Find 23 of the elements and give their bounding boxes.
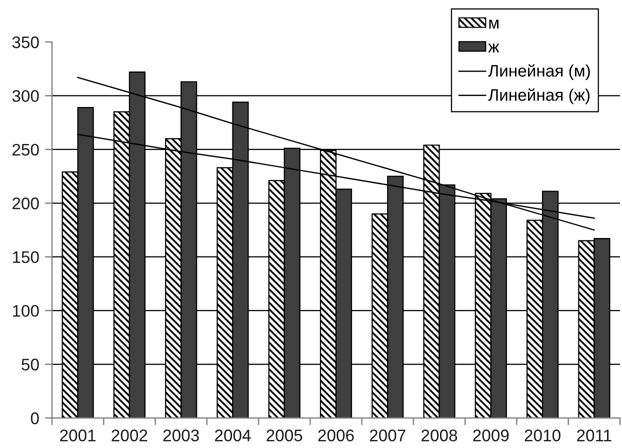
y-tick-label: 350: [12, 36, 39, 48]
y-tick-label: 50: [22, 358, 39, 370]
x-tick-label: 2006: [318, 430, 354, 442]
legend-label: м: [489, 20, 498, 29]
x-tick-label: 2007: [370, 430, 406, 442]
y-tick-label: 300: [12, 90, 39, 102]
y-tick-label: 0: [30, 412, 39, 424]
legend-label: Линейная (ж): [488, 88, 590, 104]
x-tick-label: 2005: [266, 430, 302, 442]
x-tick-label: 2009: [473, 430, 509, 442]
x-tick-label: 2010: [524, 430, 560, 442]
y-tick-label: 250: [12, 144, 39, 156]
y-tick-label: 200: [12, 198, 39, 210]
x-tick-label: 2001: [60, 430, 96, 442]
y-tick-label: 100: [12, 304, 39, 317]
y-tick-label: 150: [12, 251, 39, 264]
x-tick-label: 2011: [577, 430, 612, 442]
x-tick-label: 2003: [163, 430, 199, 442]
x-tick-label: 2008: [422, 430, 458, 442]
legend-label: Линейная (м): [488, 64, 590, 80]
legend-label: ж: [488, 44, 500, 52]
x-tick-label: 2002: [112, 430, 148, 442]
x-tick-label: 2004: [215, 430, 251, 442]
